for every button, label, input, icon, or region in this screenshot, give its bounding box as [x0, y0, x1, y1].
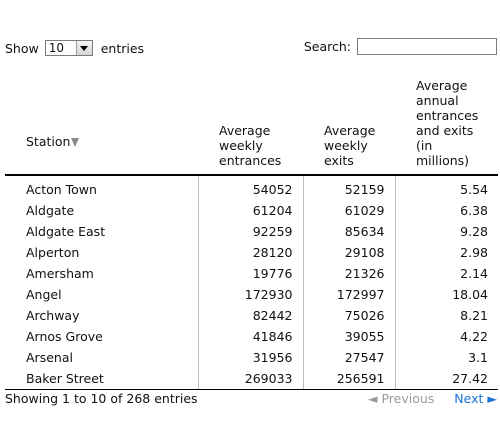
table-row: Acton Town 54052 52159 5.54	[5, 175, 498, 200]
cell-weekly-exits: 61029	[302, 200, 395, 221]
sort-descending-icon	[71, 137, 80, 147]
cell-station: Acton Town	[26, 182, 97, 197]
cell-station: Angel	[26, 287, 62, 302]
cell-station: Alperton	[26, 245, 80, 260]
search-control: Search:	[304, 38, 497, 55]
cell-annual-total: 8.21	[394, 305, 498, 326]
cell-weekly-exits: 172997	[302, 284, 395, 305]
pagination: ◄ Previous Next ►	[368, 391, 497, 406]
cell-weekly-entrances: 92259	[197, 221, 303, 242]
table-row: Aldgate East 92259 85634 9.28	[5, 221, 498, 242]
column-header-weekly-exits[interactable]: Average weekly exits	[303, 74, 395, 176]
cell-annual-total: 6.38	[394, 200, 498, 221]
cell-station: Baker Street	[5, 368, 198, 390]
cell-weekly-entrances: 61204	[197, 200, 303, 221]
length-control: Show 10 entries	[5, 40, 144, 56]
table-body: Acton Town 54052 52159 5.54 Aldgate 61204 6102…	[5, 175, 498, 390]
next-button[interactable]: Next ►	[454, 391, 497, 406]
table-row: Aldgate 61204 61029 6.38	[5, 200, 498, 221]
cell-station: Arsenal	[26, 350, 73, 365]
cell-weekly-exits: 256591	[302, 368, 395, 390]
cell-station: Aldgate	[26, 203, 75, 218]
table-row: Arnos Grove 41846 39055 4.22	[5, 326, 498, 347]
cell-station: Archway	[26, 308, 80, 323]
entries-label: entries	[100, 40, 145, 56]
cell-annual-total: 3.1	[394, 347, 498, 368]
entries-select[interactable]: 10	[44, 40, 93, 56]
cell-weekly-entrances: 172930	[197, 284, 303, 305]
cell-annual-total: 2.98	[394, 242, 498, 263]
column-header-station[interactable]: Station	[5, 74, 198, 176]
cell-annual-total: 27.42	[394, 368, 498, 390]
search-input[interactable]	[357, 38, 497, 55]
cell-weekly-exits: 52159	[302, 175, 395, 200]
column-header-annual-total[interactable]: Average annual entrances and exits (in m…	[395, 74, 498, 176]
cell-weekly-entrances: 269033	[197, 368, 303, 390]
table-row: Alperton 28120 29108 2.98	[5, 242, 498, 263]
table-info: Showing 1 to 10 of 268 entries	[5, 391, 198, 406]
cell-weekly-exits: 27547	[302, 347, 395, 368]
dropdown-button[interactable]	[75, 41, 92, 55]
cell-weekly-entrances: 54052	[197, 175, 303, 200]
table-row: Archway 82442 75026 8.21	[5, 305, 498, 326]
cell-annual-total: 5.54	[394, 175, 498, 200]
cell-weekly-entrances: 82442	[197, 305, 303, 326]
cell-weekly-exits: 39055	[302, 326, 395, 347]
show-label: Show	[5, 40, 39, 56]
table-controls: Show 10 entries Search:	[5, 38, 497, 60]
table-row: Angel 172930 172997 18.04	[5, 284, 498, 305]
cell-station: Aldgate East	[26, 224, 106, 239]
cell-annual-total: 4.22	[394, 326, 498, 347]
cell-station: Amersham	[26, 266, 94, 281]
table-header-row: Station Average weekly entrances Average…	[5, 74, 498, 176]
cell-weekly-entrances: 28120	[197, 242, 303, 263]
table-row: Amersham 19776 21326 2.14	[5, 263, 498, 284]
stations-table: Station Average weekly entrances Average…	[5, 74, 498, 390]
cell-weekly-entrances: 31956	[197, 347, 303, 368]
previous-button[interactable]: ◄ Previous	[367, 391, 435, 406]
cell-annual-total: 2.14	[394, 263, 498, 284]
cell-annual-total: 9.28	[394, 221, 498, 242]
cell-weekly-exits: 75026	[302, 305, 395, 326]
chevron-down-icon	[80, 45, 89, 51]
search-label: Search:	[303, 39, 351, 54]
column-header-weekly-entrances[interactable]: Average weekly entrances	[198, 74, 303, 176]
cell-weekly-exits: 21326	[302, 263, 395, 284]
table-row: Baker Street 269033 256591 27.42	[5, 368, 498, 390]
table-row: Arsenal 31956 27547 3.1	[5, 347, 498, 368]
cell-weekly-entrances: 19776	[197, 263, 303, 284]
cell-weekly-entrances: 41846	[197, 326, 303, 347]
cell-annual-total: 18.04	[394, 284, 498, 305]
entries-select-value: 10	[48, 41, 65, 55]
cell-weekly-exits: 85634	[302, 221, 395, 242]
cell-station: Arnos Grove	[26, 329, 103, 344]
cell-weekly-exits: 29108	[302, 242, 395, 263]
